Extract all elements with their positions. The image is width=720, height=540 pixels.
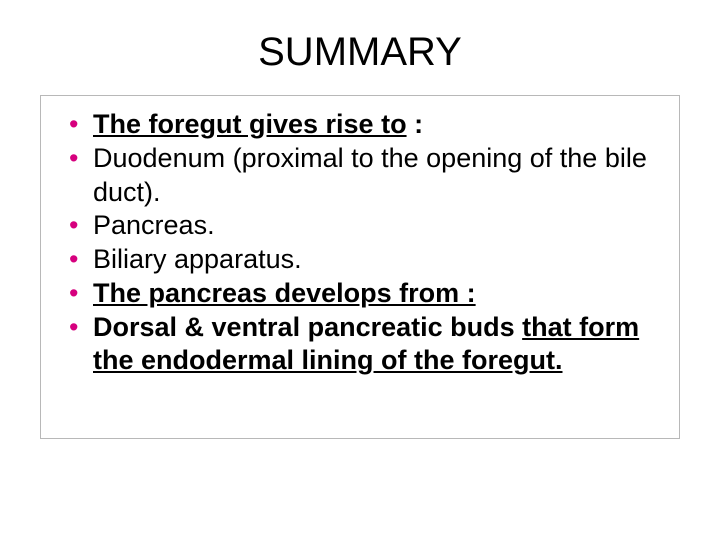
- bullet-text-part: :: [407, 109, 424, 139]
- bullet-text-part: Dorsal & ventral pancreatic buds: [93, 312, 522, 342]
- bullet-item: Dorsal & ventral pancreatic buds that fo…: [65, 311, 655, 379]
- bullet-item: Biliary apparatus.: [65, 243, 655, 277]
- bullet-item: The pancreas develops from :: [65, 277, 655, 311]
- slide: SUMMARY The foregut gives rise to :Duode…: [0, 0, 720, 540]
- bullet-text-part: The pancreas develops from :: [93, 278, 476, 308]
- bullet-item: The foregut gives rise to :: [65, 108, 655, 142]
- bullet-list: The foregut gives rise to :Duodenum (pro…: [65, 108, 655, 378]
- content-box: The foregut gives rise to :Duodenum (pro…: [40, 95, 680, 439]
- bullet-text-part: Biliary apparatus.: [93, 244, 302, 274]
- bullet-text-part: Duodenum (proximal to the opening of the…: [93, 143, 647, 207]
- bullet-item: Duodenum (proximal to the opening of the…: [65, 142, 655, 210]
- bullet-item: Pancreas.: [65, 209, 655, 243]
- bullet-text-part: The foregut gives rise to: [93, 109, 407, 139]
- bullet-text-part: Pancreas.: [93, 210, 215, 240]
- page-title: SUMMARY: [40, 30, 680, 75]
